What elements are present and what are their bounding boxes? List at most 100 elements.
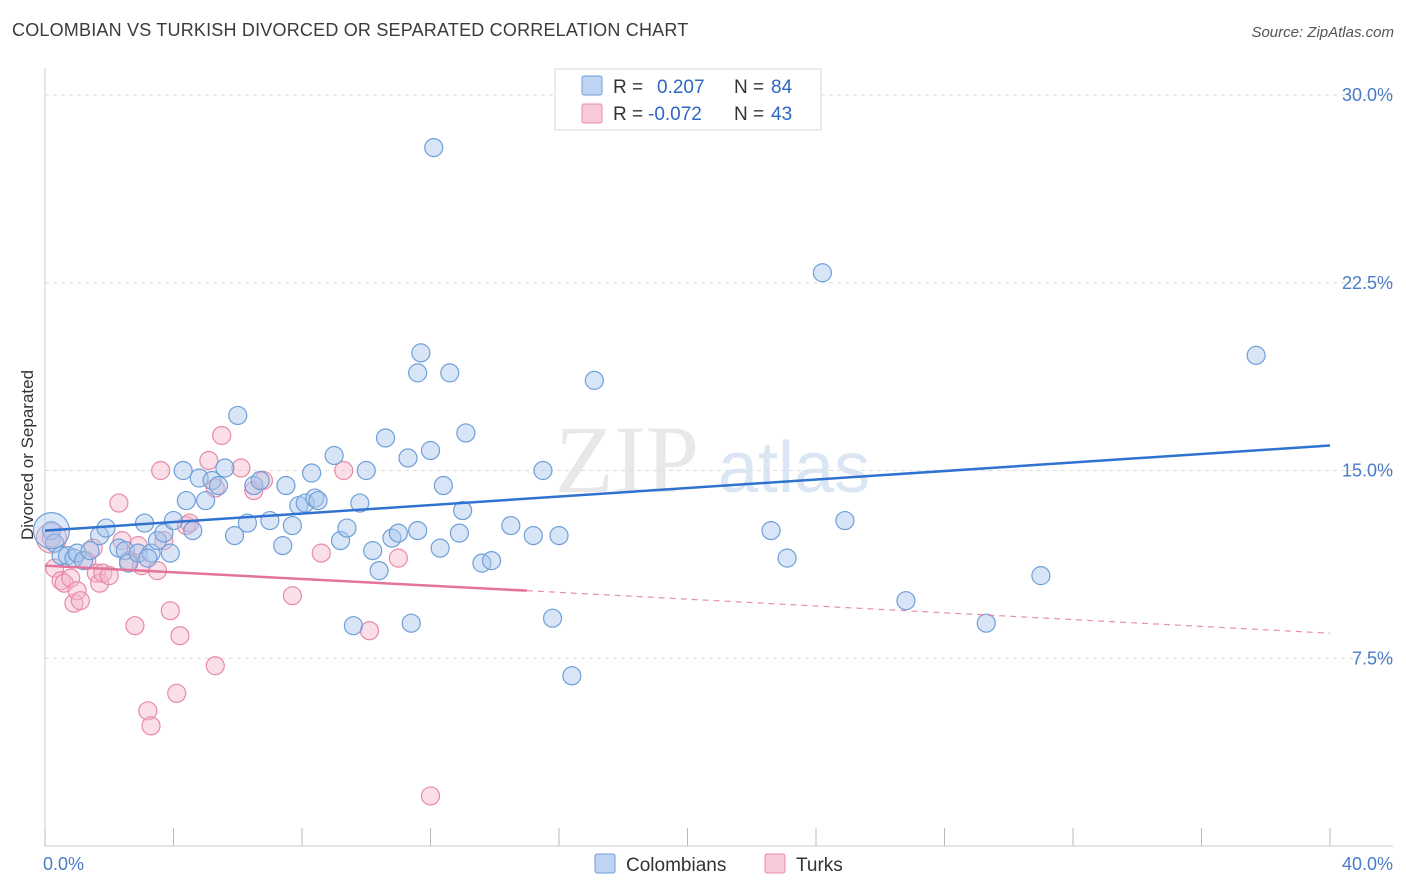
y-axis-label: Divorced or Separated (18, 370, 37, 540)
legend-colombians-n-label: N = (734, 77, 764, 98)
colombians-point-57 (420, 440, 441, 461)
colombians-point-22 (183, 520, 203, 541)
colombians-point-16 (147, 531, 168, 551)
y-tick-label-3: 30.0% (1342, 85, 1393, 105)
axes (44, 68, 1393, 847)
watermark-atlas: atlas (718, 428, 870, 508)
colombians-point-29 (228, 405, 248, 426)
colombians-point-54 (401, 613, 421, 633)
colombians-point-62 (453, 500, 473, 521)
bottom-legend-swatch-colombians (594, 853, 616, 874)
colombians-point-32 (250, 470, 270, 491)
colombians-point-55 (408, 363, 428, 383)
legend-colombians-r-value: 0.207 (657, 77, 705, 98)
turks-point-23 (151, 460, 171, 481)
turks-point-17 (125, 616, 145, 636)
colombians-point-68 (533, 460, 553, 481)
colombians-point-56 (411, 343, 431, 363)
bottom-legend-colombians: Colombians (626, 855, 726, 876)
colombians-point-63 (456, 423, 476, 443)
colombians-points (32, 137, 1266, 686)
turks-point-38 (311, 543, 331, 563)
turks-point-35 (244, 480, 264, 501)
turks-point-41 (388, 548, 408, 568)
colombians-point-12 (118, 553, 139, 573)
colombians-point-40 (305, 488, 325, 508)
colombians-point-39 (302, 463, 322, 483)
colombians-point-61 (449, 523, 470, 543)
colombians-point-36 (282, 515, 302, 536)
source-note: Source: ZipAtlas.com (1251, 24, 1394, 41)
colombians-point-58 (430, 538, 450, 558)
turks-point-33 (212, 425, 232, 446)
legend-colombians-r-label: R = (613, 77, 643, 98)
legend-swatch-turks (581, 103, 603, 124)
grid (45, 94, 1393, 659)
turks-point-20 (138, 701, 158, 721)
colombians-point-83 (138, 548, 158, 568)
x-tick-label-1: 40.0% (1342, 854, 1393, 874)
legend-turks-r-value: -0.072 (648, 104, 702, 125)
colombians-point-78 (976, 613, 996, 633)
turks-point-24 (154, 531, 174, 551)
turks-trendline (44, 564, 527, 592)
colombians-point-28 (224, 525, 245, 546)
colombians-point-7 (80, 541, 100, 561)
turks-point-26 (167, 683, 187, 703)
colombians-point-27 (215, 458, 235, 478)
watermark-zip: ZIP (555, 406, 699, 513)
turks-point-1 (45, 558, 65, 578)
colombians-point-72 (584, 370, 604, 390)
colombians-point-21 (176, 490, 196, 511)
trendlines (44, 444, 1331, 634)
y-tick-label-2: 22.5% (1342, 273, 1393, 293)
turks-point-34 (231, 458, 251, 478)
colombians-point-73 (761, 520, 781, 541)
colombians-point-24 (196, 490, 216, 511)
y-tick-label-1: 15.0% (1342, 461, 1393, 481)
colombians-point-50 (375, 428, 396, 448)
turks-point-39 (334, 460, 354, 481)
turks-point-21 (141, 716, 161, 736)
colombians-point-25 (202, 470, 222, 491)
colombians-point-53 (398, 448, 418, 468)
colombians-point-43 (330, 531, 351, 551)
colombians-point-71 (562, 666, 582, 686)
legend-colombians-n-value: 84 (771, 77, 793, 98)
turks-point-7 (70, 591, 90, 611)
turks-points (35, 425, 441, 806)
colombians-point-79 (1031, 566, 1051, 586)
colombians-point-35 (276, 475, 296, 496)
colombians-point-74 (777, 548, 797, 568)
colombians-point-34 (273, 536, 293, 556)
colombians-point-51 (382, 528, 402, 548)
bottom-legend: Colombians Turks (594, 853, 843, 876)
turks-point-32 (205, 656, 225, 676)
colombians-point-75 (812, 263, 833, 283)
colombians-point-82 (408, 520, 428, 541)
colombians-point-45 (343, 616, 363, 636)
colombians-point-81 (424, 137, 444, 158)
colombians-point-76 (835, 510, 855, 531)
colombians-point-67 (523, 525, 543, 546)
y-tick-label-0: 7.5% (1352, 648, 1393, 668)
turks-point-40 (359, 621, 380, 641)
tick-labels: 7.5% 15.0% 22.5% 30.0% 0.0% 40.0% (43, 85, 1393, 874)
colombians-point-26 (208, 475, 229, 496)
colombians-point-49 (369, 561, 389, 581)
chart-title: COLOMBIAN VS TURKISH DIVORCED OR SEPARAT… (12, 20, 689, 40)
turks-trendline-extension (526, 590, 1331, 634)
turks-point-37 (282, 586, 302, 606)
legend-turks-n-label: N = (734, 104, 764, 125)
legend-box: R = 0.207 N = 84 R = -0.072 N = 43 (554, 68, 822, 131)
colombians-point-52 (388, 523, 408, 543)
turks-point-4 (61, 568, 81, 588)
colombians-point-69 (542, 608, 563, 628)
bottom-legend-turks: Turks (796, 855, 843, 876)
turks-point-42 (420, 786, 441, 806)
colombians-point-18 (160, 543, 180, 563)
turks-point-25 (160, 601, 180, 621)
colombians-point-66 (501, 515, 521, 536)
colombians-point-41 (308, 490, 328, 511)
